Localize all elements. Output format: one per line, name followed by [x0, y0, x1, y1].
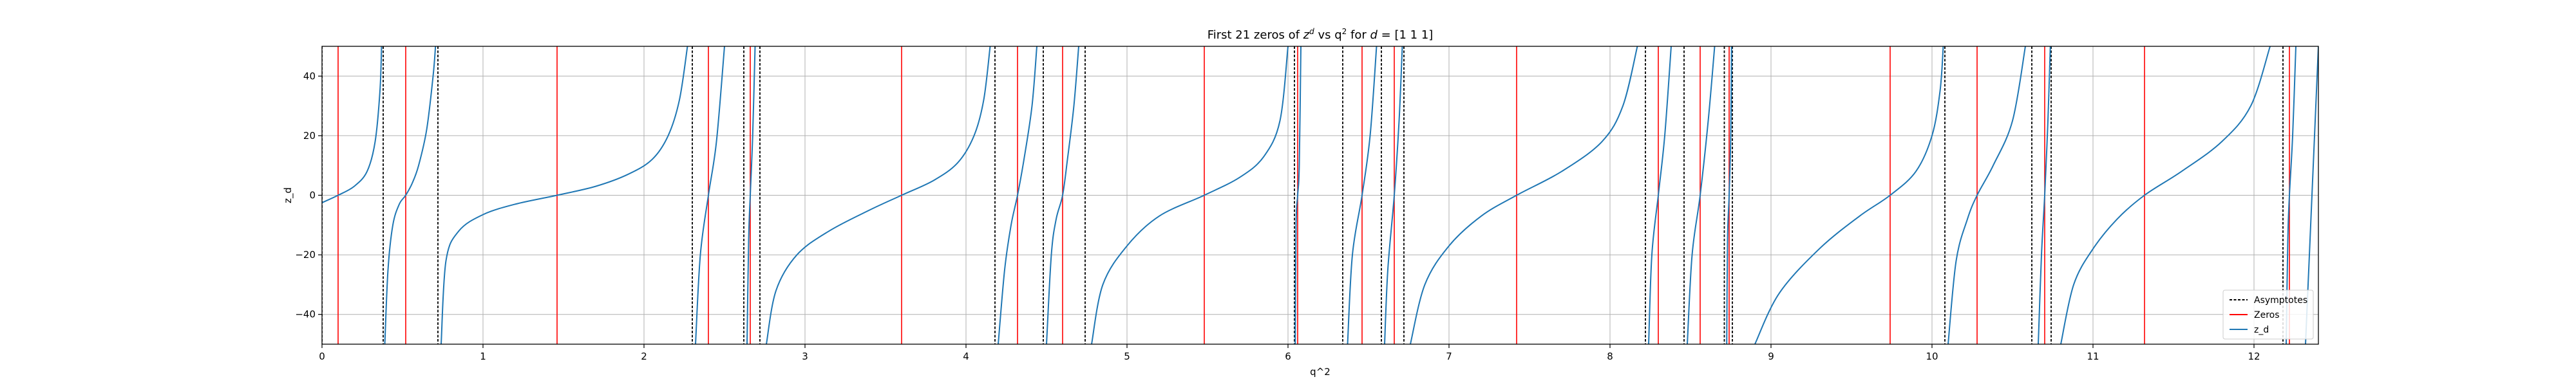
- curve-branch: [440, 46, 688, 344]
- curve-branch: [2286, 46, 2297, 344]
- curve-branch: [695, 46, 725, 344]
- legend-label: z_d: [2254, 325, 2269, 335]
- curve-branch: [1046, 46, 1079, 344]
- curve-branch: [1648, 46, 1672, 344]
- curve-branch: [322, 46, 383, 203]
- x-tick-label: 8: [1607, 351, 1613, 362]
- y-tick-label: −20: [295, 249, 316, 261]
- x-tick-label: 2: [641, 351, 647, 362]
- x-tick-label: 6: [1285, 351, 1291, 362]
- curve-branch: [1410, 46, 1638, 344]
- x-tick-label: 10: [1926, 351, 1938, 362]
- curve-branch: [1347, 46, 1378, 344]
- legend: Asymptotes Zeros z_d: [2222, 290, 2314, 340]
- x-axis-label: q^2: [1310, 366, 1331, 378]
- curve-branch: [746, 46, 756, 344]
- curve-branch: [1754, 46, 1944, 344]
- y-tick-label: 20: [303, 130, 316, 142]
- y-tick-label: 40: [303, 70, 316, 82]
- y-tick-label: 0: [309, 190, 316, 201]
- grid: [321, 46, 2318, 344]
- curve-branch: [1687, 46, 1716, 344]
- curve-branch: [998, 46, 1037, 344]
- curve-branch: [766, 46, 991, 344]
- curve-branch: [1947, 46, 2026, 344]
- chart-title: First 21 zeros of zd vs q2 for d = [1 1 …: [1208, 27, 1434, 42]
- plot-area: [322, 46, 2318, 344]
- curve-branch: [1384, 46, 1403, 344]
- legend-box: [2222, 290, 2314, 340]
- x-tick-label: 1: [480, 351, 486, 362]
- x-tick-label: 4: [963, 351, 969, 362]
- x-tick-label: 7: [1446, 351, 1452, 362]
- y-axis-label: z_d: [282, 187, 294, 203]
- x-tick-label: 0: [319, 351, 325, 362]
- curve-branch: [384, 46, 437, 344]
- x-tick-label: 11: [2087, 351, 2099, 362]
- curve-branch: [2060, 46, 2271, 344]
- legend-label: Zeros: [2254, 310, 2280, 320]
- curve-branch: [2038, 46, 2051, 344]
- curve-branch: [1726, 46, 1732, 344]
- x-tick-label: 12: [2248, 351, 2260, 362]
- y-tick-label: −40: [295, 309, 316, 320]
- x-tick-label: 3: [802, 351, 808, 362]
- curve-branch: [1091, 46, 1289, 344]
- x-tick-label: 5: [1124, 351, 1130, 362]
- legend-label: Asymptotes: [2254, 295, 2307, 306]
- curve-branch: [1294, 46, 1302, 344]
- x-tick-label: 9: [1768, 351, 1774, 362]
